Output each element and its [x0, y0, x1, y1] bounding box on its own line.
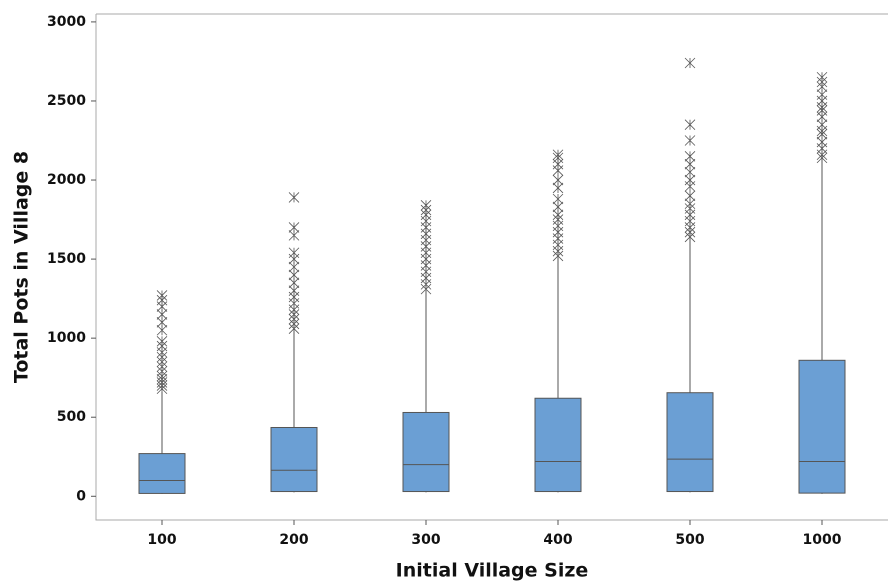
box — [534, 397, 582, 493]
y-tick-label: 1500 — [47, 251, 86, 267]
outlier — [684, 57, 696, 69]
x-tick-label: 400 — [543, 532, 572, 548]
outlier — [684, 190, 696, 202]
box — [798, 359, 846, 494]
plot-frame — [95, 13, 888, 521]
outlier — [552, 193, 564, 205]
box — [138, 453, 186, 494]
outlier — [684, 135, 696, 146]
outlier — [552, 174, 564, 186]
y-tick-label: 0 — [76, 488, 86, 504]
outlier — [420, 200, 432, 211]
outlier — [156, 336, 168, 347]
box — [666, 392, 714, 493]
x-tick-label: 100 — [147, 532, 176, 548]
x-axis-title: Initial Village Size — [396, 560, 589, 582]
y-tick-label: 500 — [57, 409, 86, 425]
outlier — [156, 290, 168, 301]
outlier — [288, 192, 300, 203]
y-tick-label: 3000 — [47, 14, 86, 30]
y-tick-label: 2500 — [47, 93, 86, 109]
x-tick-label: 1000 — [803, 532, 842, 548]
box — [402, 411, 450, 493]
y-tick-label: 1000 — [47, 330, 86, 346]
outlier — [288, 247, 300, 259]
box — [270, 426, 318, 493]
outlier — [816, 71, 828, 83]
y-axis-title: Total Pots in Village 8 — [11, 151, 33, 383]
outlier — [684, 119, 696, 130]
x-tick-label: 200 — [279, 532, 308, 548]
outlier — [288, 222, 300, 233]
x-tick-label: 500 — [675, 532, 704, 548]
x-tick-label: 300 — [411, 532, 440, 548]
y-tick-label: 2000 — [47, 172, 86, 188]
outlier — [552, 149, 564, 161]
outlier — [684, 151, 696, 162]
